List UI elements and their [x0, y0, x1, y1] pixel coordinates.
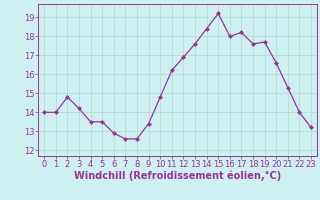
X-axis label: Windchill (Refroidissement éolien,°C): Windchill (Refroidissement éolien,°C)	[74, 171, 281, 181]
